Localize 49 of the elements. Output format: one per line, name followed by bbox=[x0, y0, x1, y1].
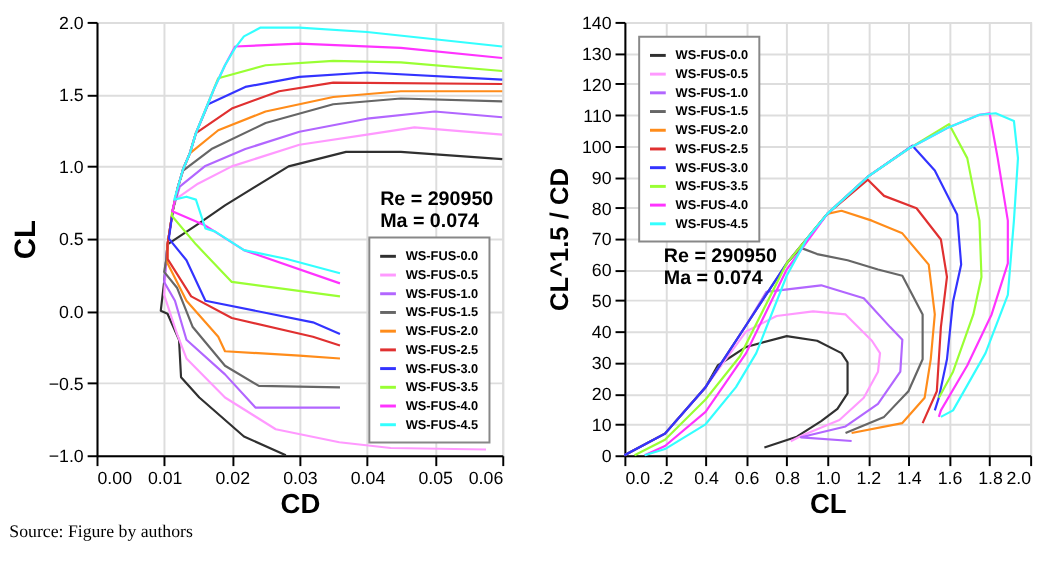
annotation: Ma = 0.074 bbox=[663, 267, 764, 290]
y-tick-label: 0.0 bbox=[59, 301, 84, 322]
y-tick-label: 0 bbox=[601, 446, 612, 467]
y-tick-label: −0.5 bbox=[48, 373, 84, 394]
y-axis-title: CL^1.5 / CD bbox=[544, 168, 575, 312]
x-tick-label: 0.00 bbox=[97, 467, 133, 488]
x-tick-label: 1.8 bbox=[978, 467, 1004, 488]
annotation: Re = 290950 bbox=[380, 189, 495, 212]
x-tick-label: 1.6 bbox=[937, 467, 963, 488]
x-axis-title: CD bbox=[280, 489, 321, 520]
x-tick-label: 2.0 bbox=[1006, 467, 1032, 488]
y-tick-label: 20 bbox=[591, 384, 612, 405]
x-tick-label: 0.0 bbox=[625, 467, 651, 488]
x-tick-label: 0.04 bbox=[350, 467, 386, 488]
y-tick-label: 60 bbox=[591, 260, 612, 281]
x-tick-label: 0.03 bbox=[283, 467, 318, 488]
y-tick-label: 1.0 bbox=[59, 157, 84, 178]
y-tick-label: 80 bbox=[591, 198, 612, 219]
x-tick-label: 0.02 bbox=[215, 467, 251, 488]
y-tick-label: 140 bbox=[582, 12, 612, 33]
x-tick-label: 1.2 bbox=[856, 467, 882, 488]
x-tick-label: 1.4 bbox=[897, 467, 922, 488]
x-tick-label: 0.01 bbox=[147, 467, 183, 488]
y-tick-label: 40 bbox=[591, 322, 612, 343]
annotation: Re = 290950 bbox=[663, 246, 778, 269]
y-tick-label: 70 bbox=[591, 229, 612, 250]
y-tick-label: 130 bbox=[582, 43, 612, 64]
y-tick-label: 10 bbox=[591, 415, 612, 436]
x-tick-label: 0.05 bbox=[418, 467, 454, 488]
x-tick-label: .2 bbox=[658, 467, 674, 488]
y-tick-label: 110 bbox=[583, 105, 612, 126]
x-tick-label: 0.4 bbox=[694, 467, 719, 488]
y-tick-label: 50 bbox=[591, 291, 612, 312]
y-tick-label: −1.0 bbox=[48, 446, 84, 467]
y-tick-label: 90 bbox=[591, 167, 612, 188]
y-tick-label: 0.5 bbox=[59, 229, 84, 250]
source-note: Source: Figure by authors bbox=[9, 521, 194, 541]
x-axis-title: CL bbox=[809, 489, 847, 520]
x-tick-label: 0.06 bbox=[468, 467, 504, 488]
x-tick-label: 1.0 bbox=[815, 467, 841, 488]
y-axis-title: CL bbox=[10, 219, 43, 260]
y-tick-label: 120 bbox=[582, 74, 612, 95]
x-tick-label: 0.6 bbox=[734, 467, 760, 488]
y-tick-label: 100 bbox=[582, 136, 612, 157]
annotation: Ma = 0.074 bbox=[380, 210, 481, 233]
y-tick-label: 2.0 bbox=[59, 12, 84, 33]
y-tick-label: 1.5 bbox=[59, 85, 84, 106]
y-tick-label: 30 bbox=[591, 353, 612, 374]
x-tick-label: 0.8 bbox=[775, 467, 801, 488]
